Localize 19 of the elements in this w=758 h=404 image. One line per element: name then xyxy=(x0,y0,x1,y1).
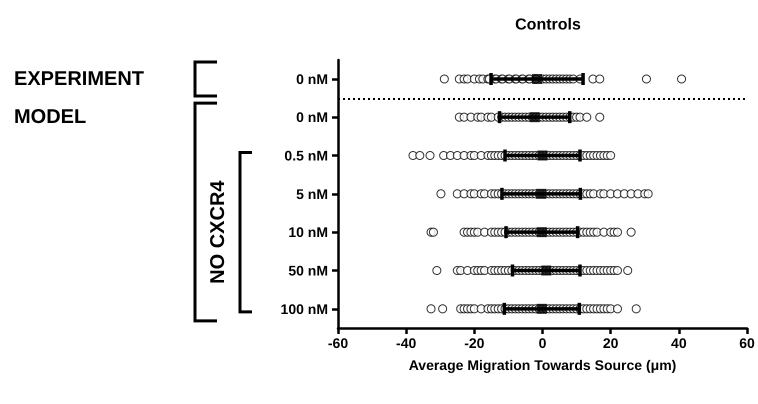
x-tick-label: 0 xyxy=(538,335,547,351)
y-tick-label: 10 nM xyxy=(288,224,328,240)
text: NO CXCR4 xyxy=(207,180,229,284)
y-tick-label: 0 nM xyxy=(296,71,328,87)
x-axis-title: Average Migration Towards Source (μm) xyxy=(408,357,676,373)
x-tick-label: -40 xyxy=(396,335,416,351)
x-tick-label: 40 xyxy=(671,335,687,351)
y-tick-label: 0.5 nM xyxy=(284,148,328,164)
x-tick-label: 20 xyxy=(602,335,619,351)
chart-title: Controls xyxy=(515,16,581,34)
x-tick-label: 60 xyxy=(739,335,755,351)
x-tick-label: -60 xyxy=(328,335,348,351)
y-tick-label: 0 nM xyxy=(296,109,328,126)
x-tick-label: -20 xyxy=(464,335,485,351)
y-tick-label: 50 nM xyxy=(288,262,328,278)
text: MODEL xyxy=(14,106,86,128)
y-tick-label: 5 nM xyxy=(296,186,328,202)
y-tick-label: 100 nM xyxy=(280,300,328,317)
text: EXPERIMENT xyxy=(14,68,144,90)
